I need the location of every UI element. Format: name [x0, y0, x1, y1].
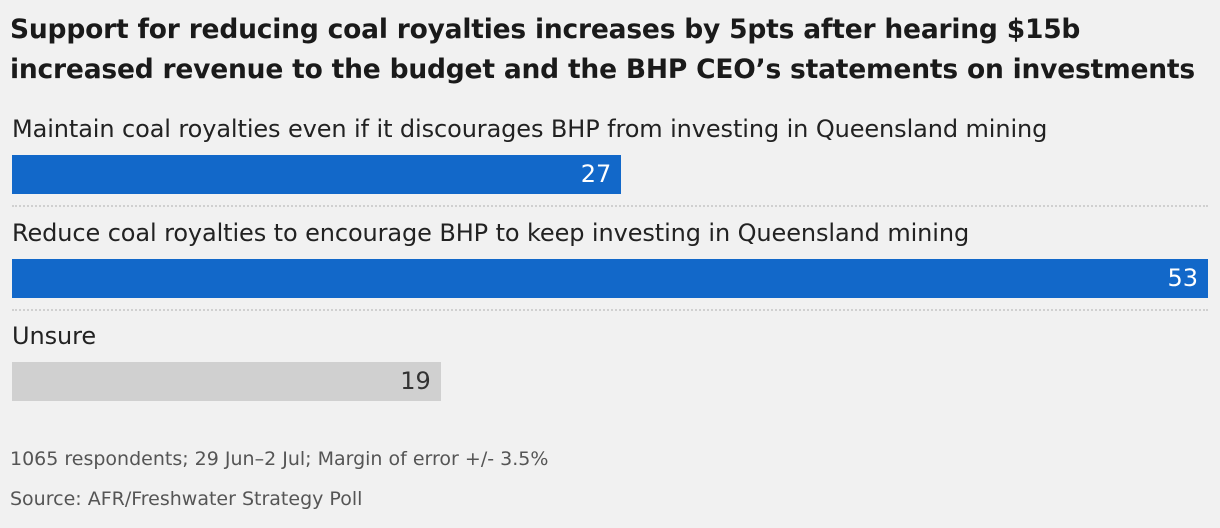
row-divider: [12, 205, 1208, 207]
bar-reduce: 53: [12, 259, 1208, 298]
data-label: 53: [1167, 264, 1198, 292]
row-divider: [12, 309, 1208, 311]
bar-track: 27: [12, 155, 1208, 194]
data-label: 19: [400, 367, 431, 395]
chart-notes: 1065 respondents; 29 Jun–2 Jul; Margin o…: [10, 448, 549, 470]
chart-source: Source: AFR/Freshwater Strategy Poll: [10, 488, 363, 510]
data-label: 27: [580, 160, 612, 188]
chart-title: Support for reducing coal royalties incr…: [10, 14, 1195, 85]
bar-unsure: 19: [12, 362, 441, 401]
category-label: Unsure: [12, 322, 96, 350]
category-label: Reduce coal royalties to encourage BHP t…: [12, 219, 970, 247]
bar-track: 53: [12, 259, 1208, 298]
category-label: Maintain coal royalties even if it disco…: [12, 115, 1048, 143]
bar-track: 19: [12, 362, 1208, 401]
bar-maintain: 27: [12, 155, 622, 194]
